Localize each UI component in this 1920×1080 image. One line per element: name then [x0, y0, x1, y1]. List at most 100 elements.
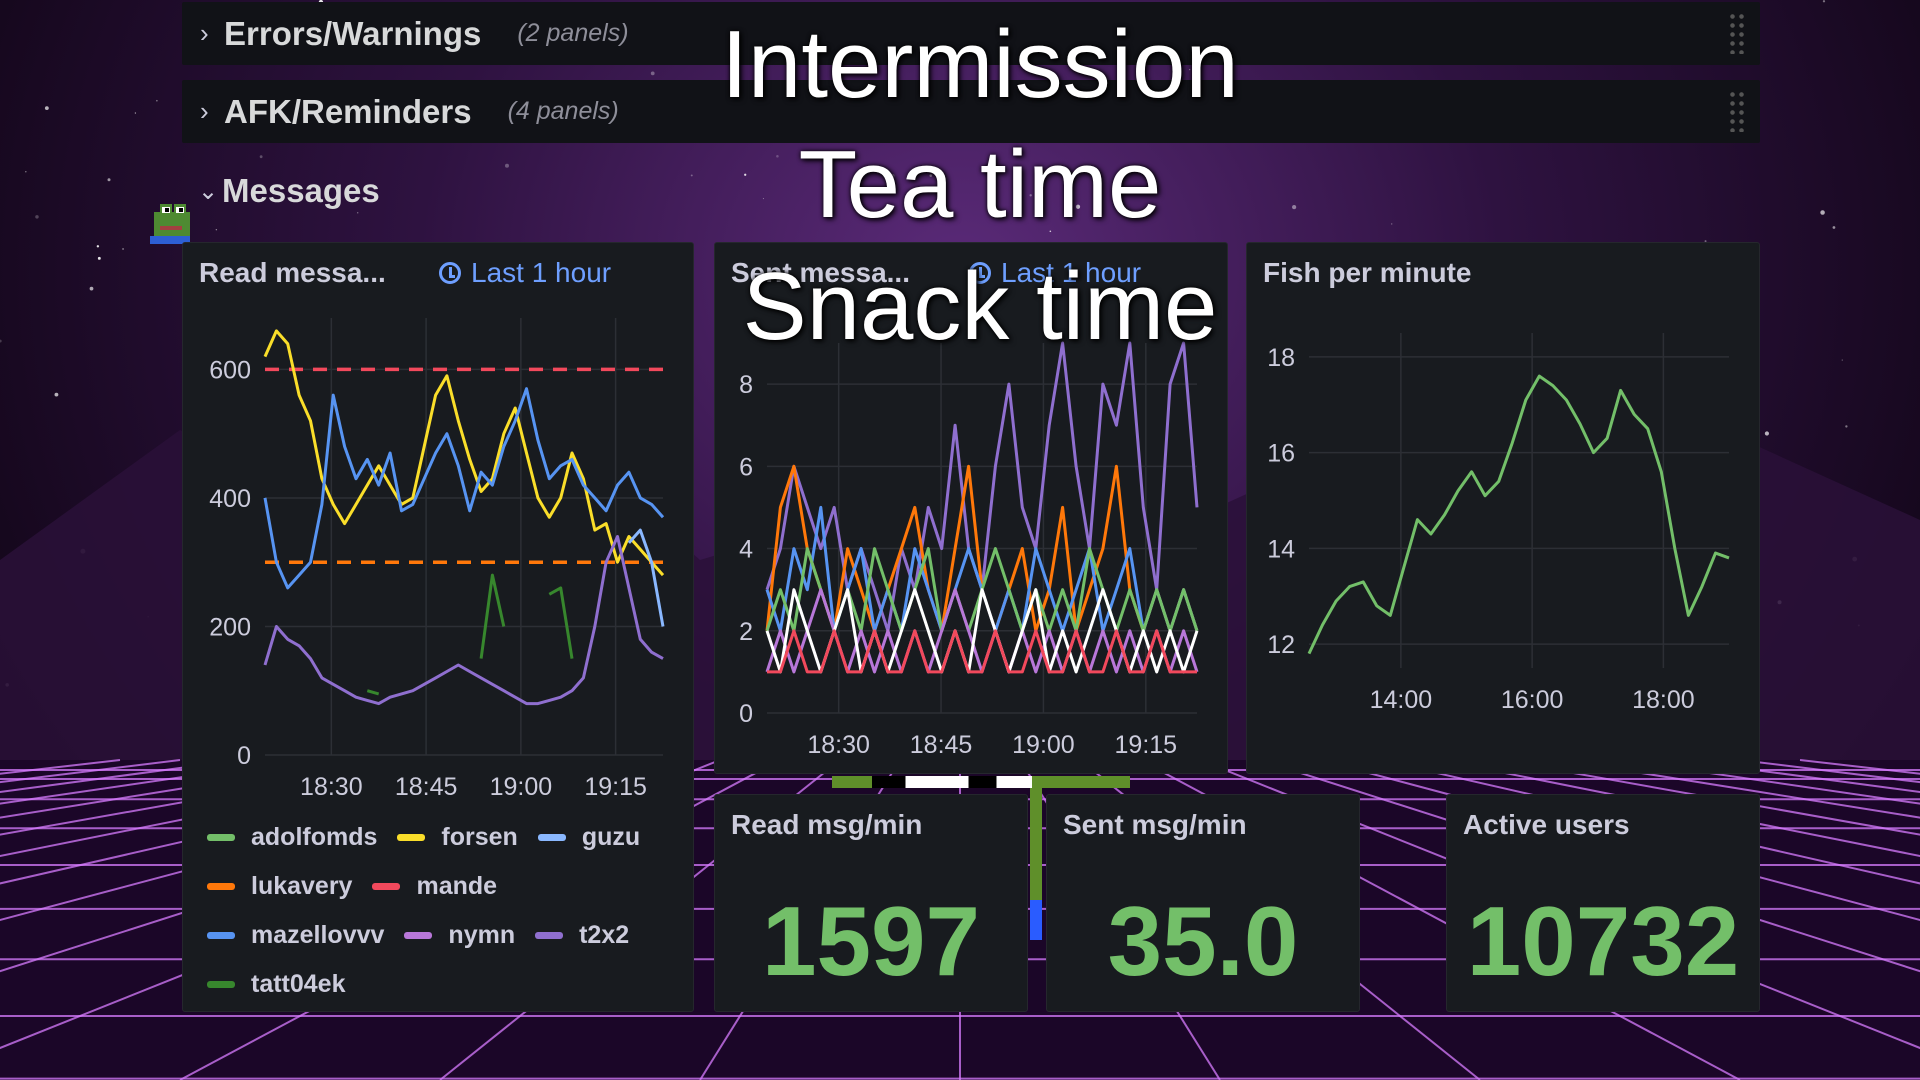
overlay-line-snack-time: Snack time: [742, 253, 1218, 360]
star: [259, 155, 263, 159]
legend-swatch: [372, 883, 401, 890]
panel-title: Sent msg/min: [1063, 809, 1247, 840]
stat-value: 1597: [761, 886, 980, 996]
grid-line: [0, 759, 421, 836]
star: [107, 178, 111, 182]
fish-per-minute-chart[interactable]: 12 14 16 18 14:00 16:00 18:00: [1247, 243, 1760, 774]
decorative-stripes: [872, 776, 1058, 788]
legend-row: mazellovvv nymn t2x2: [207, 911, 677, 960]
star: [890, 173, 895, 178]
legend-label: lukavery: [251, 872, 353, 900]
row-messages[interactable]: ⌄ Messages: [198, 168, 380, 214]
row-errors-warnings[interactable]: › Errors/Warnings (2 panels): [182, 2, 1760, 65]
x-tick-label: 14:00: [1370, 686, 1433, 714]
series-line-guzu[interactable]: [627, 528, 665, 627]
series-line-t2x2[interactable]: [263, 535, 664, 706]
legend-item-t2x2[interactable]: t2x2: [535, 921, 629, 950]
chevron-right-icon: ›: [200, 18, 209, 48]
star: [35, 215, 39, 219]
panel-fish-per-minute[interactable]: Fish per minute 12 14 16 18 14:00 16:00 18:00: [1246, 242, 1760, 774]
star: [1029, 194, 1032, 197]
y-tick-label: 0: [739, 700, 753, 728]
legend-label: mazellovvv: [251, 921, 385, 949]
series-line-mazellovvv[interactable]: [765, 505, 1199, 633]
y-tick-label: 18: [1267, 344, 1295, 372]
series-line-tatt04ek[interactable]: [366, 573, 574, 696]
grid-line: [1259, 759, 1920, 973]
panel-active-users[interactable]: Active users 10732: [1446, 794, 1760, 1012]
star: [1845, 425, 1848, 428]
time-range-picker[interactable]: Last 1 hour: [439, 257, 611, 289]
overlay-line-intermission: Intermission: [721, 11, 1239, 118]
y-tick-label: 16: [1267, 440, 1295, 468]
legend-swatch: [537, 834, 566, 841]
star: [0, 339, 2, 343]
x-tick-label: 18:45: [395, 773, 458, 801]
star: [1841, 359, 1843, 361]
star: [54, 392, 59, 397]
legend-swatch: [535, 932, 564, 939]
panel-sent-rate[interactable]: Sent msg/min 35.0: [1046, 794, 1360, 1012]
x-tick-label: 18:00: [1632, 686, 1695, 714]
star: [1704, 240, 1707, 243]
star: [44, 106, 49, 111]
y-tick-label: 4: [739, 536, 753, 564]
x-tick-label: 19:15: [1115, 731, 1178, 759]
y-tick-label: 600: [209, 356, 251, 384]
series-line-fish[interactable]: [1307, 374, 1730, 655]
chart-legend: adolfomds forsen guzu lukavery mande mazellov…: [207, 813, 677, 1009]
legend-item-mande[interactable]: mande: [372, 872, 497, 901]
time-range-label: Last 1 hour: [1001, 257, 1142, 288]
stat-value: 10732: [1466, 886, 1740, 996]
star: [776, 154, 779, 158]
panel-title: Sent messa...: [731, 257, 910, 288]
star: [1049, 230, 1052, 233]
panel-read-messages[interactable]: Read messa... Last 1 hour 0 200 400 600 18:3…: [182, 242, 694, 1012]
drag-handle-icon[interactable]: [1728, 12, 1746, 54]
panel-title: Fish per minute: [1263, 257, 1472, 288]
legend-item-nymn[interactable]: nymn: [404, 921, 515, 950]
overlay-line-tea-time: Tea time: [798, 131, 1162, 238]
read-messages-chart[interactable]: 0 200 400 600 18:30 18:45 19:00 19:15: [183, 243, 694, 803]
grid-line: [1499, 759, 1920, 836]
panel-read-rate[interactable]: Read msg/min 1597: [714, 794, 1028, 1012]
star: [134, 112, 137, 114]
x-tick-label: 18:45: [910, 731, 973, 759]
legend-item-mazellovvv[interactable]: mazellovvv: [207, 921, 384, 950]
series-line-mazellovvv[interactable]: [263, 387, 665, 590]
x-tick-label: 18:30: [807, 731, 870, 759]
series-line-forsen[interactable]: [263, 329, 665, 577]
legend-swatch: [207, 981, 235, 988]
legend-item-tatt04ek[interactable]: tatt04ek: [207, 970, 346, 999]
time-range-picker[interactable]: Last 1 hour: [969, 257, 1141, 289]
clock-icon: [439, 262, 461, 284]
y-tick-label: 6: [739, 453, 753, 481]
legend-label: mande: [416, 872, 498, 900]
legend-item-adolfomds[interactable]: adolfomds: [207, 823, 377, 852]
y-tick-label: 14: [1267, 535, 1295, 563]
star: [690, 174, 693, 177]
star: [357, 212, 359, 214]
x-tick-label: 19:15: [584, 773, 647, 801]
star: [89, 286, 94, 291]
row-title: Errors/Warnings: [224, 14, 482, 52]
legend-item-guzu[interactable]: guzu: [537, 823, 640, 852]
series-line-mande[interactable]: [767, 629, 1197, 674]
legend-swatch: [207, 834, 235, 841]
star: [96, 245, 100, 248]
legend-label: adolfomds: [251, 823, 378, 851]
star: [1822, 0, 1826, 3]
legend-item-forsen[interactable]: forsen: [397, 823, 518, 852]
y-tick-label: 0: [237, 742, 251, 770]
star: [650, 71, 655, 76]
legend-label: t2x2: [579, 921, 630, 949]
star: [1832, 226, 1836, 229]
drag-handle-icon[interactable]: [1728, 90, 1746, 132]
y-tick-label: 12: [1267, 631, 1295, 659]
legend-item-lukavery[interactable]: lukavery: [207, 872, 352, 901]
panel-sent-messages[interactable]: Sent messa... Last 1 hour 0 2 4 6 8 18:30 18:4…: [714, 242, 1228, 774]
row-afk-reminders[interactable]: › AFK/Reminders (4 panels): [182, 80, 1760, 143]
sent-messages-chart[interactable]: 0 2 4 6 8 18:30 18:45 19:00 19:15: [715, 243, 1228, 774]
star: [1188, 68, 1191, 71]
